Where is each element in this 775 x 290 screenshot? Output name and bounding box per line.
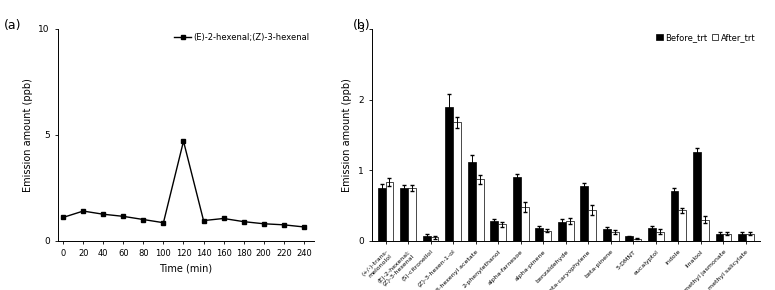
Y-axis label: Emission amount (ppb): Emission amount (ppb) [343, 78, 353, 192]
(E)-2-hexenal;(Z)-3-hexenal [259, 222, 268, 226]
Bar [723, 234, 732, 241]
Bar [513, 177, 521, 241]
(E)-2-hexenal;(Z)-3-hexenal [159, 221, 168, 224]
Bar [491, 221, 498, 241]
Bar [746, 234, 754, 241]
Bar [468, 162, 476, 241]
Bar [715, 234, 723, 241]
(E)-2-hexenal;(Z)-3-hexenal [78, 209, 88, 213]
Bar [558, 222, 566, 241]
(E)-2-hexenal;(Z)-3-hexenal [119, 215, 128, 218]
(E)-2-hexenal;(Z)-3-hexenal [299, 225, 308, 229]
Legend: (E)-2-hexenal;(Z)-3-hexenal: (E)-2-hexenal;(Z)-3-hexenal [174, 33, 310, 42]
Line: (E)-2-hexenal;(Z)-3-hexenal: (E)-2-hexenal;(Z)-3-hexenal [60, 139, 306, 229]
Bar [580, 186, 588, 241]
Bar [377, 188, 385, 241]
Bar [633, 239, 641, 241]
Text: (b): (b) [353, 19, 370, 32]
(E)-2-hexenal;(Z)-3-hexenal [58, 216, 67, 219]
Bar [670, 191, 678, 241]
Bar [566, 221, 574, 241]
Bar [693, 153, 701, 241]
Bar [738, 234, 746, 241]
Bar [603, 229, 611, 241]
(E)-2-hexenal;(Z)-3-hexenal [279, 223, 288, 226]
(E)-2-hexenal;(Z)-3-hexenal [98, 213, 108, 216]
X-axis label: Time (min): Time (min) [160, 264, 212, 273]
Bar [701, 220, 709, 241]
Bar [536, 228, 543, 241]
Bar [543, 231, 551, 241]
Bar [588, 210, 596, 241]
(E)-2-hexenal;(Z)-3-hexenal [199, 219, 208, 222]
Bar [408, 188, 416, 241]
Bar [648, 228, 656, 241]
Bar [611, 232, 618, 241]
Bar [678, 210, 687, 241]
Bar [422, 236, 431, 241]
Bar [400, 188, 408, 241]
Bar [445, 107, 453, 241]
Bar [431, 237, 439, 241]
Bar [453, 122, 461, 241]
Bar [521, 207, 529, 241]
Bar [498, 224, 506, 241]
Bar [476, 179, 484, 241]
(E)-2-hexenal;(Z)-3-hexenal [219, 217, 229, 220]
(E)-2-hexenal;(Z)-3-hexenal [139, 218, 148, 221]
Text: (a): (a) [4, 19, 22, 32]
Bar [625, 236, 633, 241]
Legend: Before_trt, After_trt: Before_trt, After_trt [656, 33, 756, 42]
(E)-2-hexenal;(Z)-3-hexenal [179, 139, 188, 143]
Y-axis label: Emission amount (ppb): Emission amount (ppb) [22, 78, 33, 192]
Bar [656, 231, 663, 241]
Bar [385, 182, 394, 241]
(E)-2-hexenal;(Z)-3-hexenal [239, 220, 248, 223]
